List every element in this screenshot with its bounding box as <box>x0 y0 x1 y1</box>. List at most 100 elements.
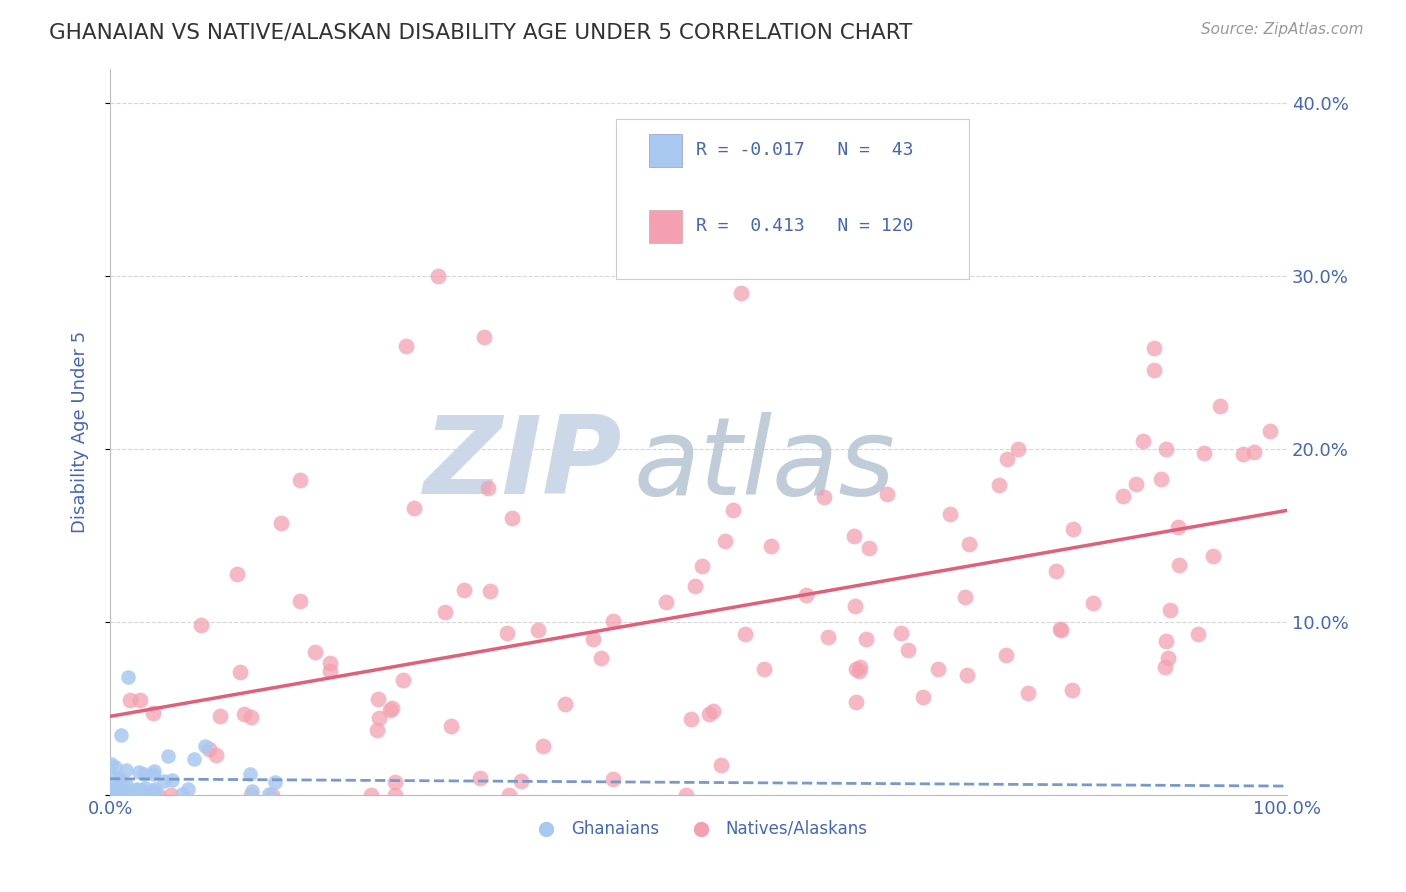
Point <box>143 781 166 796</box>
Point <box>108 771 131 785</box>
Point <box>1153 659 1175 673</box>
Point <box>1112 490 1135 504</box>
Point <box>1149 472 1171 486</box>
Point <box>381 701 404 715</box>
Point <box>1062 522 1084 536</box>
Point <box>1083 595 1105 609</box>
Point <box>1050 623 1073 637</box>
Point <box>479 583 502 598</box>
Point <box>146 788 169 802</box>
Text: GHANAIAN VS NATIVE/ALASKAN DISABILITY AGE UNDER 5 CORRELATION CHART: GHANAIAN VS NATIVE/ALASKAN DISABILITY AG… <box>49 22 912 42</box>
Point <box>527 624 550 638</box>
Text: Source: ZipAtlas.com: Source: ZipAtlas.com <box>1201 22 1364 37</box>
Text: R = -0.017   N =  43: R = -0.017 N = 43 <box>696 141 914 159</box>
Point <box>384 775 406 789</box>
Point <box>752 662 775 676</box>
Point <box>110 786 132 800</box>
Point <box>129 693 152 707</box>
Point <box>107 777 129 791</box>
Point <box>953 590 976 604</box>
Point <box>714 533 737 548</box>
Point <box>108 785 131 799</box>
Point <box>183 752 205 766</box>
Point <box>1168 558 1191 573</box>
Point <box>845 695 868 709</box>
Point <box>938 507 960 521</box>
Point <box>264 775 287 789</box>
Point <box>194 739 217 754</box>
Point <box>734 627 756 641</box>
Point <box>142 782 165 797</box>
Text: ZIP: ZIP <box>423 411 621 517</box>
Point <box>240 783 263 797</box>
Point <box>434 605 457 619</box>
Point <box>510 773 533 788</box>
Point <box>817 630 839 644</box>
Point <box>160 772 183 787</box>
FancyBboxPatch shape <box>650 211 682 243</box>
Point <box>844 528 866 542</box>
Point <box>710 757 733 772</box>
Point <box>897 643 920 657</box>
Point <box>100 756 122 771</box>
Point <box>367 691 389 706</box>
Point <box>702 704 724 718</box>
Point <box>100 782 122 797</box>
Point <box>136 788 159 802</box>
Point <box>531 739 554 753</box>
Point <box>453 582 475 597</box>
Point <box>115 777 138 791</box>
Point <box>103 770 125 784</box>
Point <box>496 626 519 640</box>
Point <box>318 657 340 671</box>
Point <box>591 650 613 665</box>
Point <box>858 541 880 556</box>
Point <box>101 788 124 802</box>
Legend: Ghanaians, Natives/Alaskans: Ghanaians, Natives/Alaskans <box>523 814 875 845</box>
Point <box>697 707 720 722</box>
Point <box>101 785 124 799</box>
Point <box>127 782 149 797</box>
Point <box>723 503 745 517</box>
Point <box>501 511 523 525</box>
Point <box>675 788 697 802</box>
Point <box>318 664 340 678</box>
Point <box>440 719 463 733</box>
Point <box>1125 477 1147 491</box>
Point <box>110 728 132 742</box>
Point <box>1143 341 1166 355</box>
Point <box>1167 519 1189 533</box>
Point <box>125 783 148 797</box>
Point <box>848 664 870 678</box>
Point <box>1201 549 1223 563</box>
Point <box>260 788 283 802</box>
Point <box>240 710 263 724</box>
Text: atlas: atlas <box>634 412 896 516</box>
Point <box>115 782 138 797</box>
Point <box>1132 434 1154 448</box>
Point <box>1156 651 1178 665</box>
Point <box>1049 622 1071 636</box>
Point <box>844 599 866 613</box>
Point <box>205 748 228 763</box>
Point <box>845 662 868 676</box>
Point <box>105 787 128 801</box>
Point <box>395 339 418 353</box>
Point <box>131 782 153 797</box>
Point <box>876 487 898 501</box>
Point <box>912 690 935 705</box>
Point <box>115 786 138 800</box>
Point <box>108 787 131 801</box>
Point <box>239 788 262 802</box>
Point <box>360 788 382 802</box>
Point <box>378 703 401 717</box>
Point <box>115 764 138 778</box>
Point <box>1258 424 1281 438</box>
Point <box>121 786 143 800</box>
Point <box>110 775 132 789</box>
Point <box>498 788 520 802</box>
Point <box>1143 363 1166 377</box>
Point <box>1045 564 1067 578</box>
Point <box>118 693 141 707</box>
Point <box>257 787 280 801</box>
